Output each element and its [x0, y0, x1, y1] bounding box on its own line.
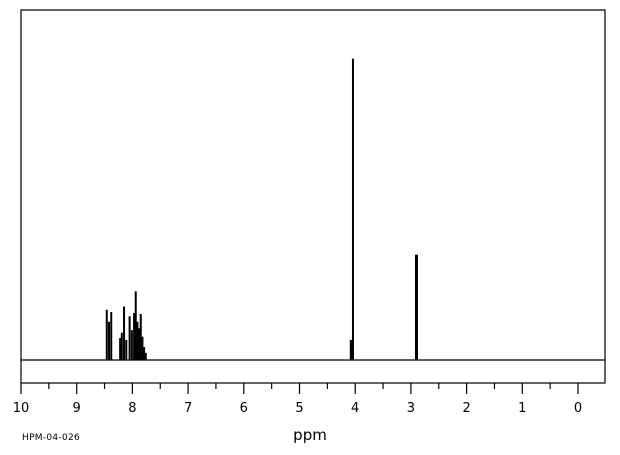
- sample-label: HPM-04-026: [22, 433, 80, 443]
- spectrum-peak: [138, 328, 141, 360]
- x-axis-tick-labels: 10 9 8 7 6 5 4 3 2 1 0: [13, 401, 582, 416]
- spectrum-peak: [144, 352, 147, 360]
- x-axis-tick-label: 3: [407, 401, 415, 416]
- spectrum-peak: [105, 309, 108, 360]
- x-axis-tick-label: 5: [295, 401, 303, 416]
- x-axis-tick-label: 9: [73, 401, 81, 416]
- spectrum-peak: [123, 306, 126, 360]
- x-axis-tick-label: 10: [13, 401, 30, 416]
- spectrum-peak: [110, 312, 113, 360]
- spectrum-peak: [141, 336, 144, 360]
- spectrum-peak: [414, 254, 418, 360]
- spectrum-peak: [120, 332, 123, 360]
- spectrum-peak: [139, 313, 142, 360]
- spectrum-peak: [136, 321, 139, 360]
- spectrum-peak: [351, 58, 354, 361]
- spectrum-peak: [130, 330, 133, 360]
- x-axis-tick-label: 7: [184, 401, 192, 416]
- spectrum-peak: [108, 321, 111, 360]
- x-axis-tick-label: 4: [351, 401, 359, 416]
- x-axis-tick-label: 0: [574, 401, 582, 416]
- x-axis-ticks: [20, 383, 579, 394]
- spectrum-peak: [349, 339, 353, 360]
- x-axis-title: ppm: [293, 426, 327, 444]
- spectrum-peak: [143, 347, 146, 360]
- spectrum-peak: [128, 316, 131, 360]
- x-axis-tick-label: 8: [128, 401, 136, 416]
- spectrum-peak: [119, 337, 122, 360]
- spectrum-peak: [125, 339, 128, 360]
- spectrum-peak: [133, 313, 136, 360]
- x-axis-tick-label: 6: [240, 401, 248, 416]
- plot-frame: [20, 9, 606, 384]
- spectrum-trace: [105, 58, 418, 361]
- x-axis-tick-label: 2: [462, 401, 470, 416]
- spectrum-peak: [134, 291, 137, 360]
- x-axis-tick-label: 1: [518, 401, 526, 416]
